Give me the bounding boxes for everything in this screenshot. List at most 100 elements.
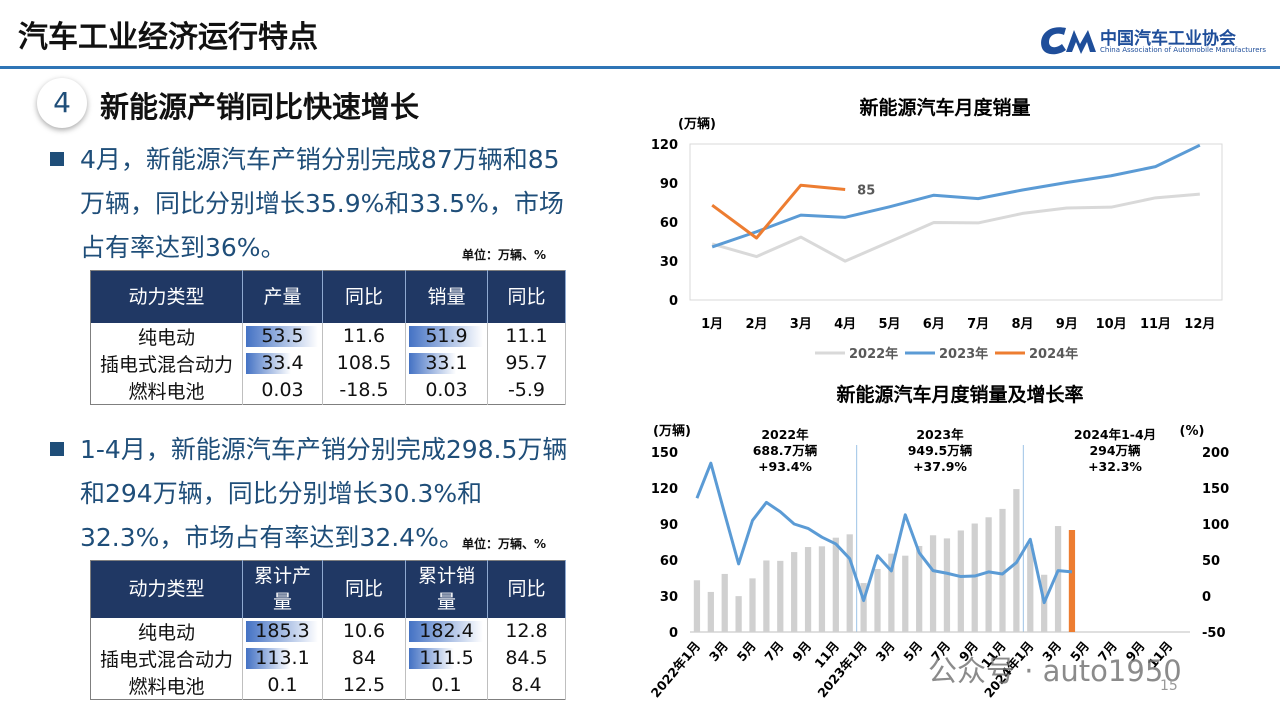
cell-text: 纯电动	[137, 621, 195, 644]
data-table: 动力类型 累计产量 同比 累计销量 同比 纯电动 185.3 10.6 182.4 12.8 插电式…	[90, 560, 566, 700]
data-bar	[409, 325, 483, 347]
data-bar	[246, 620, 318, 642]
x-tick-label: 9月	[1056, 317, 1078, 332]
section-number: 4	[37, 78, 87, 128]
data-bar	[409, 352, 457, 374]
annotation: 688.7万辆	[753, 443, 818, 458]
table-cell: 53.5	[242, 322, 323, 350]
table-cell: 12.5	[322, 671, 406, 699]
bar	[763, 560, 770, 632]
table-cell: 11.6	[322, 322, 406, 350]
cell-text: 0.1	[267, 674, 298, 696]
header-cell: 同比	[487, 270, 566, 323]
table-row: 纯电动 185.3 10.6 182.4 12.8	[90, 617, 566, 645]
bar	[999, 508, 1006, 632]
table-cell: 8.4	[487, 671, 566, 699]
cell-text: 113.1	[255, 647, 310, 669]
annotation: 2024年1-4月	[1074, 427, 1156, 442]
cell-text: 燃料电池	[128, 675, 205, 698]
header-cell: 同比	[322, 270, 406, 323]
y-tick-label: 120	[651, 138, 678, 153]
bar	[721, 573, 728, 632]
bar	[832, 537, 839, 632]
table-cell: 0.03	[405, 376, 488, 404]
table-cell: 11.1	[487, 322, 566, 350]
growth-line	[695, 461, 1073, 605]
table-cell: 111.5	[405, 644, 488, 672]
cell-text: 84.5	[505, 647, 548, 669]
table-cell: 33.1	[405, 349, 488, 377]
cell-text: -18.5	[339, 379, 389, 401]
y2-axis-label: (%)	[1180, 424, 1205, 439]
series-line	[711, 183, 846, 240]
table-cell: 纯电动	[90, 322, 243, 350]
header-cell: 累计销量	[405, 560, 488, 618]
cell-text: 燃料电池	[128, 380, 205, 403]
cell-text: 84	[351, 647, 377, 669]
series-line	[711, 143, 1201, 249]
table-cell: 95.7	[487, 349, 566, 377]
header-cell: 累计产量	[242, 560, 323, 618]
y2-tick-label: 0	[1202, 590, 1211, 605]
watermark: 公众号 · auto1950	[928, 654, 1182, 688]
annotation: 294万辆	[1089, 443, 1141, 458]
logo-subtext: China Association of Automobile Manufact…	[1100, 46, 1267, 54]
x-tick-label: 3月	[706, 638, 731, 664]
cell-text: 插电式混合动力	[99, 353, 233, 376]
x-tick-label: 4月	[834, 317, 856, 332]
bar	[791, 552, 798, 632]
annotation: 2023年	[916, 427, 964, 442]
cell-text: 53.5	[261, 325, 304, 347]
table-row: 纯电动 53.5 11.6 51.9 11.1	[90, 322, 566, 350]
bullet-text: 1-4月，新能源汽车产销分别完成298.5万辆和294万辆，同比分别增长30.3…	[80, 435, 568, 552]
header-cell: 销量	[405, 270, 488, 323]
table-cell: 33.4	[242, 349, 323, 377]
cell-text: 111.5	[419, 647, 474, 669]
x-tick-label: 12月	[1184, 317, 1215, 332]
x-tick-label: 3月	[873, 638, 898, 664]
table-unit: 单位：万辆、%	[462, 248, 547, 262]
legend-label: 2023年	[939, 346, 988, 362]
annotation: 2022年	[761, 427, 809, 442]
header-cell: 同比	[487, 560, 566, 618]
bar	[693, 580, 701, 632]
x-tick-label: 9月	[789, 638, 814, 664]
cell-text: 0.03	[261, 379, 304, 401]
header-row: 动力类型 产量 同比 销量 同比	[90, 270, 566, 323]
bar	[860, 583, 867, 632]
cell-text: 0.1	[431, 674, 462, 696]
bar	[1027, 544, 1034, 632]
bar	[902, 555, 909, 632]
cell-text: 插电式混合动力	[99, 648, 233, 671]
y-tick-label: 60	[660, 554, 678, 569]
chart-title: 新能源汽车月度销量及增长率	[836, 383, 1083, 406]
annotation: +37.9%	[913, 459, 967, 474]
y2-tick-label: -50	[1202, 626, 1226, 641]
bar	[916, 545, 923, 632]
data-bar	[409, 620, 483, 642]
table-cell: 84	[322, 644, 406, 672]
bar	[749, 578, 756, 632]
chart-title: 新能源汽车月度销量	[859, 96, 1030, 119]
cell-text: 185.3	[255, 620, 310, 642]
table-cell: -18.5	[322, 376, 406, 404]
bar	[957, 530, 964, 632]
bar	[707, 591, 714, 632]
table-cell: 0.1	[405, 671, 488, 699]
bar	[1068, 530, 1076, 632]
y-tick-label: 90	[660, 518, 678, 533]
cell-text: 12.8	[505, 620, 548, 642]
bar	[735, 596, 742, 632]
bar	[971, 523, 978, 632]
cell-text: 95.7	[505, 352, 548, 374]
table-cell: 燃料电池	[90, 376, 243, 404]
cell-text: 10.6	[342, 620, 386, 642]
legend-label: 2022年	[849, 346, 898, 362]
cell-text: 11.1	[505, 325, 548, 347]
y-axis-label: (万辆)	[678, 116, 716, 132]
cell-text: 108.5	[336, 352, 392, 374]
logo-text: 中国汽车工业协会	[1100, 29, 1236, 49]
logo-mark	[1041, 27, 1096, 55]
slide-title: 汽车工业经济运行特点	[18, 20, 318, 55]
